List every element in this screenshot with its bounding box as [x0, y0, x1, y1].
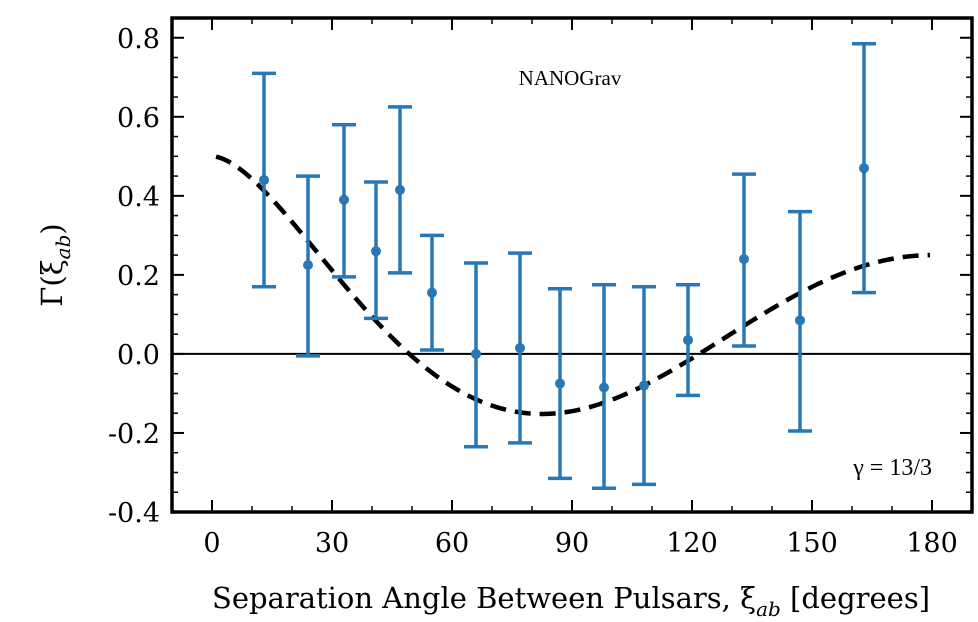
- data-point: [859, 163, 869, 174]
- data-point: [683, 335, 693, 346]
- annotation-nanograv: NANOGrav: [519, 66, 622, 90]
- data-point: [639, 380, 649, 391]
- data-point: [795, 315, 805, 326]
- data-point: [303, 260, 313, 270]
- x-tick-label: 120: [666, 528, 718, 559]
- x-tick-label: 90: [555, 528, 589, 559]
- x-axis-title: Separation Angle Between Pulsars, ξab [d…: [212, 581, 930, 621]
- data-point: [515, 342, 525, 353]
- x-tick-label: 30: [315, 528, 349, 559]
- y-tick-label: 0.2: [117, 261, 160, 292]
- y-tick-label: 0.6: [117, 103, 160, 134]
- y-tick-label: -0.4: [108, 498, 160, 529]
- annotation-gamma: γ = 13/3: [852, 455, 932, 481]
- y-axis-title: Γ(ξab): [35, 223, 75, 306]
- data-point: [427, 287, 437, 298]
- y-tick-label: -0.2: [108, 419, 160, 450]
- x-tick-label: 0: [203, 528, 220, 559]
- data-point: [371, 246, 381, 257]
- data-point: [599, 382, 609, 393]
- y-tick-label: 0.4: [117, 182, 160, 213]
- data-point: [259, 175, 269, 186]
- y-tick-label: 0.0: [117, 340, 160, 371]
- x-tick-label: 150: [786, 528, 838, 559]
- data-point: [471, 348, 481, 359]
- plot-frame: [170, 16, 974, 514]
- hellings-downs-curve: [215, 154, 931, 417]
- x-tick-label: 180: [906, 528, 958, 559]
- x-tick-label: 60: [435, 528, 469, 559]
- y-tick-label: 0.8: [117, 24, 160, 55]
- data-point: [739, 254, 749, 265]
- data-point: [395, 184, 405, 195]
- data-point: [555, 378, 565, 389]
- data-point: [339, 194, 349, 205]
